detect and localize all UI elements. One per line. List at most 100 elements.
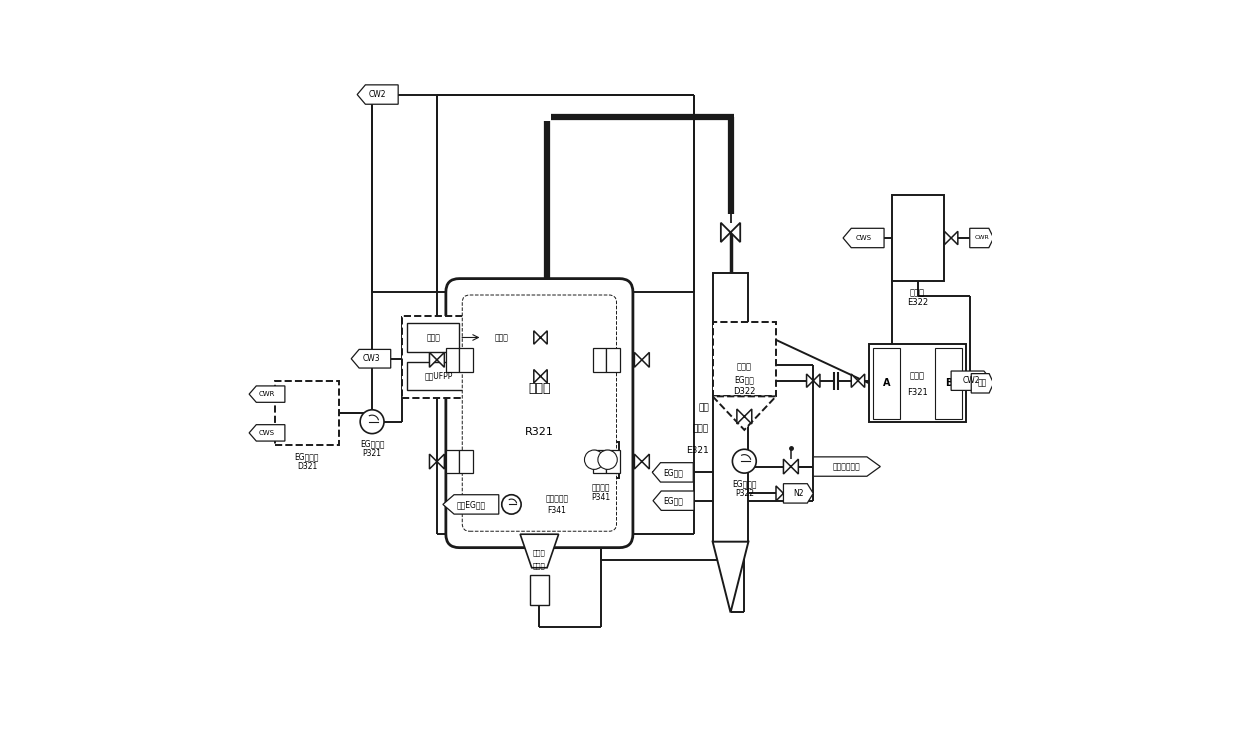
Bar bbox=[592, 450, 606, 473]
Polygon shape bbox=[970, 228, 994, 248]
Text: EG循环泵: EG循环泵 bbox=[732, 479, 757, 488]
Text: 乘色UFPP: 乘色UFPP bbox=[425, 372, 453, 381]
Polygon shape bbox=[712, 542, 748, 613]
Text: CW2: CW2 bbox=[369, 90, 387, 99]
Polygon shape bbox=[351, 349, 390, 368]
Text: A: A bbox=[882, 378, 890, 388]
Polygon shape bbox=[843, 228, 885, 248]
Text: CW2: CW2 bbox=[963, 376, 980, 385]
Text: N2: N2 bbox=[793, 489, 804, 498]
Text: CWR: CWR bbox=[259, 391, 275, 397]
Polygon shape bbox=[249, 386, 285, 402]
Text: P341: P341 bbox=[591, 493, 611, 502]
Text: 冷凝器: 冷凝器 bbox=[693, 425, 709, 434]
Polygon shape bbox=[534, 331, 548, 344]
Bar bbox=[606, 450, 620, 473]
Polygon shape bbox=[249, 425, 285, 441]
Bar bbox=[712, 274, 748, 542]
Text: 乙醛去除位置: 乙醛去除位置 bbox=[833, 462, 861, 471]
Polygon shape bbox=[813, 457, 881, 476]
Bar bbox=[408, 323, 460, 352]
Text: 喷淋: 喷淋 bbox=[699, 403, 709, 412]
Text: 成品: 成品 bbox=[978, 378, 987, 387]
Text: E322: E322 bbox=[907, 298, 928, 307]
Polygon shape bbox=[952, 371, 992, 390]
Polygon shape bbox=[442, 494, 499, 514]
Polygon shape bbox=[712, 396, 776, 430]
Text: 出蒸口: 出蒸口 bbox=[533, 562, 545, 568]
Bar bbox=[446, 348, 460, 372]
Text: CW3: CW3 bbox=[362, 355, 380, 364]
Text: B: B bbox=[945, 378, 953, 388]
Bar bbox=[530, 575, 549, 605]
Bar bbox=[935, 348, 963, 419]
Bar bbox=[873, 348, 900, 419]
Text: D322: D322 bbox=[733, 387, 756, 396]
Polygon shape bbox=[783, 484, 813, 503]
Polygon shape bbox=[851, 374, 865, 387]
Text: P322: P322 bbox=[735, 488, 753, 497]
Text: EG冷却罐: EG冷却罐 bbox=[295, 453, 320, 462]
Polygon shape bbox=[807, 374, 820, 387]
Bar bbox=[408, 362, 471, 390]
Polygon shape bbox=[430, 352, 445, 367]
Circle shape bbox=[585, 450, 603, 470]
Bar bbox=[712, 322, 776, 396]
Text: 背压阀: 背压阀 bbox=[494, 333, 509, 342]
Bar bbox=[460, 348, 473, 372]
Polygon shape bbox=[430, 454, 445, 469]
Polygon shape bbox=[634, 454, 649, 469]
FancyBboxPatch shape bbox=[446, 278, 633, 548]
Text: 蒸发器: 蒸发器 bbox=[533, 550, 545, 557]
Text: 过滤器: 过滤器 bbox=[911, 371, 926, 381]
Text: P321: P321 bbox=[363, 450, 382, 459]
Bar bbox=[275, 381, 338, 445]
FancyBboxPatch shape bbox=[462, 295, 617, 531]
Polygon shape bbox=[653, 491, 694, 510]
Bar bbox=[401, 316, 551, 398]
Polygon shape bbox=[634, 352, 649, 367]
Polygon shape bbox=[520, 534, 559, 568]
Text: EG加入: EG加入 bbox=[663, 468, 683, 477]
Bar bbox=[482, 323, 522, 352]
Circle shape bbox=[361, 410, 384, 434]
Text: CWS: CWS bbox=[259, 430, 275, 436]
Bar bbox=[446, 450, 460, 473]
Bar bbox=[460, 450, 473, 473]
Text: CWR: CWR bbox=[974, 236, 989, 241]
Circle shape bbox=[502, 494, 522, 514]
Polygon shape bbox=[652, 463, 694, 482]
Text: 终聚釜: 终聚釜 bbox=[528, 382, 550, 396]
Polygon shape bbox=[357, 85, 398, 104]
Bar bbox=[892, 195, 944, 280]
Text: 真空泵组: 真空泵组 bbox=[591, 483, 610, 492]
Polygon shape bbox=[783, 459, 798, 474]
Polygon shape bbox=[944, 231, 958, 245]
Polygon shape bbox=[721, 223, 740, 242]
Text: D321: D321 bbox=[297, 462, 317, 471]
Polygon shape bbox=[534, 370, 548, 383]
Text: 粒料过滤器: 粒料过滤器 bbox=[545, 494, 569, 503]
Text: 催化剂: 催化剂 bbox=[426, 333, 440, 342]
Text: EG槽等: EG槽等 bbox=[735, 375, 755, 384]
Text: EG循环泵: EG循环泵 bbox=[359, 440, 384, 449]
Text: CWS: CWS bbox=[856, 235, 871, 241]
Polygon shape bbox=[737, 409, 752, 424]
Polygon shape bbox=[776, 486, 790, 501]
Text: 高温EG进入: 高温EG进入 bbox=[456, 500, 486, 509]
Circle shape bbox=[732, 450, 756, 473]
Text: EG加入: EG加入 bbox=[664, 496, 684, 505]
Text: 冷凝器: 冷凝器 bbox=[911, 288, 926, 297]
Text: R321: R321 bbox=[525, 428, 554, 438]
Bar bbox=[592, 348, 606, 372]
Text: F341: F341 bbox=[548, 506, 566, 515]
Polygon shape bbox=[971, 374, 994, 393]
Bar bbox=[527, 482, 587, 527]
Text: E321: E321 bbox=[686, 446, 709, 455]
Bar bbox=[584, 442, 618, 477]
Text: F321: F321 bbox=[907, 387, 928, 396]
Bar bbox=[606, 348, 620, 372]
Text: 稳聚釜: 稳聚釜 bbox=[737, 362, 752, 371]
Circle shape bbox=[598, 450, 617, 470]
Bar bbox=[869, 344, 966, 423]
